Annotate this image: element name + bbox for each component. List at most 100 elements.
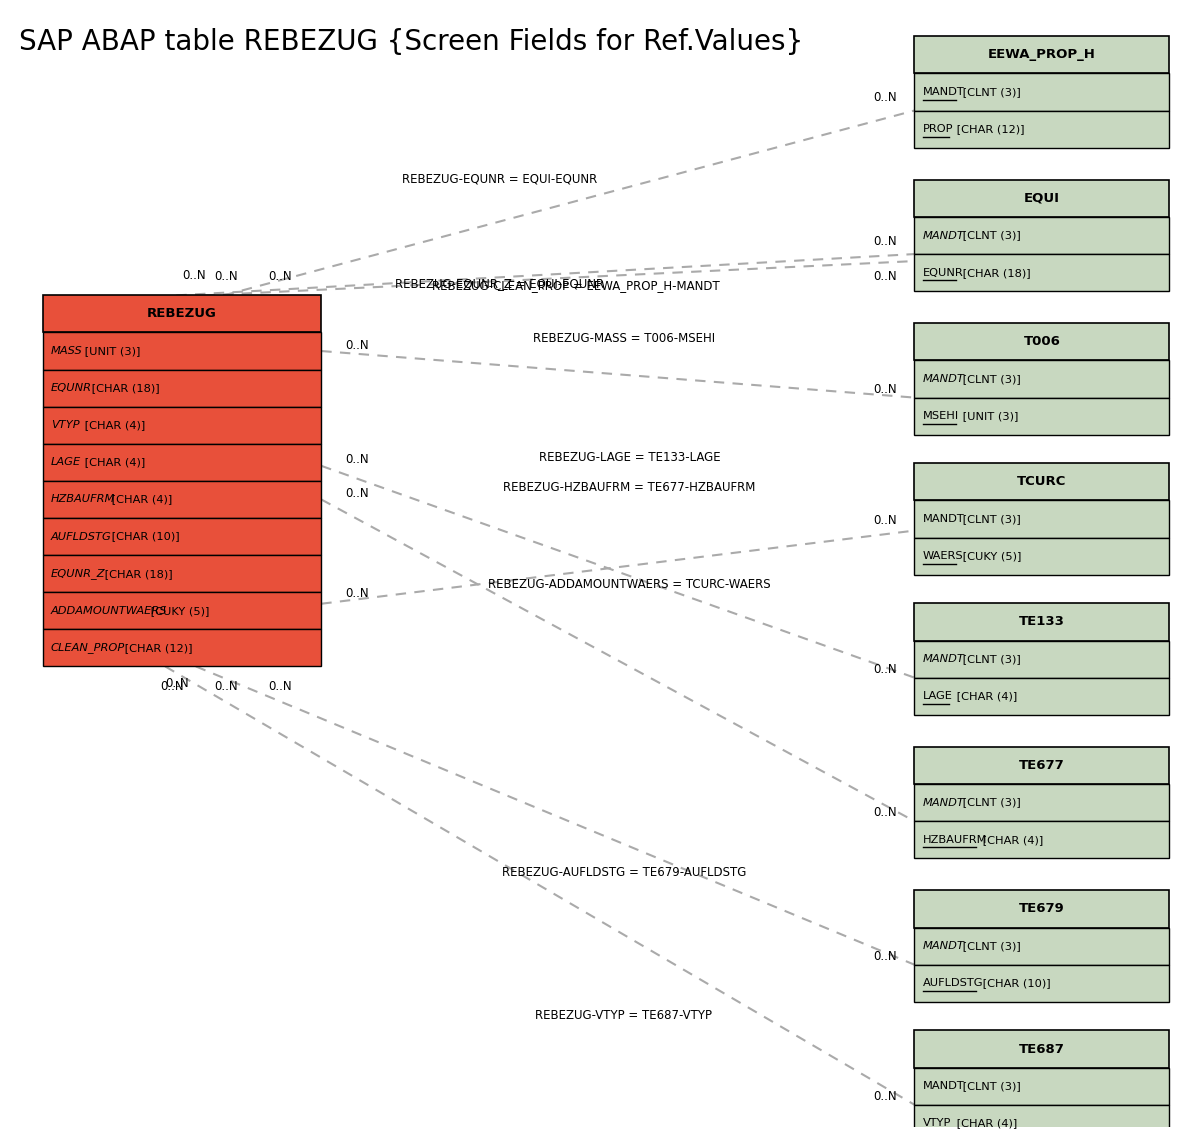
Text: 0..N: 0..N (344, 487, 368, 500)
Bar (914, 179, 1169, 217)
Bar (914, 217, 1169, 254)
Bar (914, 360, 1169, 398)
Bar (914, 1068, 1169, 1104)
Text: [UNIT (3)]: [UNIT (3)] (80, 346, 140, 356)
Bar (914, 324, 1169, 360)
Text: REBEZUG-VTYP = TE687-VTYP: REBEZUG-VTYP = TE687-VTYP (535, 1009, 713, 1022)
Text: MSEHI: MSEHI (923, 411, 959, 421)
Bar (914, 74, 1169, 110)
Text: WAERS: WAERS (923, 551, 964, 561)
Text: TE677: TE677 (1019, 759, 1064, 772)
Text: [CHAR (10)]: [CHAR (10)] (108, 532, 179, 542)
Text: MANDT: MANDT (923, 797, 965, 808)
Bar (914, 254, 1169, 291)
Text: [CHAR (12)]: [CHAR (12)] (953, 124, 1025, 134)
Bar (42, 333, 322, 369)
Text: 0..N: 0..N (215, 270, 238, 283)
Text: [CLNT (3)]: [CLNT (3)] (959, 941, 1021, 951)
Text: MANDT: MANDT (923, 941, 965, 951)
Text: REBEZUG-AUFLDSTG = TE679-AUFLDSTG: REBEZUG-AUFLDSTG = TE679-AUFLDSTG (502, 866, 746, 878)
Text: [CLNT (3)]: [CLNT (3)] (959, 87, 1021, 97)
Text: VTYP: VTYP (50, 420, 79, 431)
Text: [CHAR (4)]: [CHAR (4)] (108, 494, 172, 504)
Text: LAGE: LAGE (50, 458, 82, 467)
Text: [CLNT (3)]: [CLNT (3)] (959, 515, 1021, 524)
Text: [CLNT (3)]: [CLNT (3)] (959, 654, 1021, 665)
Bar (914, 1104, 1169, 1136)
Text: EQUNR: EQUNR (50, 383, 92, 393)
Text: CLEAN_PROP: CLEAN_PROP (50, 643, 125, 653)
Text: [UNIT (3)]: [UNIT (3)] (959, 411, 1019, 421)
Text: 0..N: 0..N (872, 662, 896, 676)
Bar (42, 481, 322, 518)
Bar (42, 592, 322, 629)
Text: 0..N: 0..N (872, 270, 896, 283)
Text: PROP: PROP (923, 124, 953, 134)
Text: 0..N: 0..N (268, 270, 292, 283)
Text: [CHAR (4)]: [CHAR (4)] (979, 835, 1044, 845)
Text: 0..N: 0..N (872, 92, 896, 105)
Text: [CHAR (18)]: [CHAR (18)] (959, 268, 1031, 277)
Text: TE133: TE133 (1019, 616, 1064, 628)
Text: MANDT: MANDT (923, 1081, 965, 1091)
Text: [CHAR (12)]: [CHAR (12)] (121, 643, 192, 653)
Bar (914, 964, 1169, 1002)
Text: 0..N: 0..N (344, 339, 368, 352)
Text: SAP ABAP table REBEZUG {Screen Fields for Ref.Values}: SAP ABAP table REBEZUG {Screen Fields fo… (19, 28, 803, 56)
Text: [CLNT (3)]: [CLNT (3)] (959, 797, 1021, 808)
Text: REBEZUG-MASS = T006-MSEHI: REBEZUG-MASS = T006-MSEHI (533, 333, 715, 345)
Text: 0..N: 0..N (344, 587, 368, 600)
Text: REBEZUG-ADDAMOUNTWAERS = TCURC-WAERS: REBEZUG-ADDAMOUNTWAERS = TCURC-WAERS (488, 578, 770, 591)
Text: [CHAR (4)]: [CHAR (4)] (80, 458, 145, 467)
Text: EQUNR_Z: EQUNR_Z (50, 568, 106, 579)
Bar (914, 1030, 1169, 1068)
Text: EEWA_PROP_H: EEWA_PROP_H (988, 49, 1096, 61)
Text: ADDAMOUNTWAERS: ADDAMOUNTWAERS (50, 605, 167, 616)
Text: [CUKY (5)]: [CUKY (5)] (959, 551, 1021, 561)
Text: 0..N: 0..N (872, 235, 896, 248)
Bar (914, 927, 1169, 964)
Bar (42, 556, 322, 592)
Text: [CLNT (3)]: [CLNT (3)] (959, 1081, 1021, 1091)
Bar (914, 641, 1169, 677)
Bar (42, 629, 322, 667)
Text: [CHAR (18)]: [CHAR (18)] (101, 569, 173, 578)
Text: EQUI: EQUI (1024, 192, 1060, 204)
Bar (914, 110, 1169, 148)
Text: [CLNT (3)]: [CLNT (3)] (959, 374, 1021, 384)
Text: AUFLDSTG: AUFLDSTG (50, 532, 112, 542)
Bar (914, 36, 1169, 74)
Bar (42, 518, 322, 556)
Text: VTYP: VTYP (923, 1118, 950, 1128)
Text: 0..N: 0..N (215, 679, 238, 693)
Text: TE679: TE679 (1019, 902, 1064, 916)
Bar (914, 501, 1169, 537)
Text: 0..N: 0..N (872, 383, 896, 395)
Text: T006: T006 (1024, 335, 1061, 349)
Text: REBEZUG-EQUNR = EQUI-EQUNR: REBEZUG-EQUNR = EQUI-EQUNR (402, 173, 596, 185)
Text: MANDT: MANDT (923, 374, 965, 384)
Text: REBEZUG-LAGE = TE133-LAGE: REBEZUG-LAGE = TE133-LAGE (539, 451, 720, 463)
Bar (42, 295, 322, 333)
Text: [CUKY (5)]: [CUKY (5)] (148, 605, 210, 616)
Text: 0..N: 0..N (344, 453, 368, 466)
Text: 0..N: 0..N (161, 679, 184, 693)
Bar (914, 821, 1169, 858)
Text: [CHAR (18)]: [CHAR (18)] (88, 383, 160, 393)
Text: [CHAR (10)]: [CHAR (10)] (979, 978, 1051, 988)
Text: 0..N: 0..N (872, 1089, 896, 1103)
Text: 0..N: 0..N (872, 807, 896, 819)
Bar (914, 747, 1169, 784)
Text: TE687: TE687 (1019, 1043, 1064, 1055)
Bar (42, 407, 322, 444)
Text: REBEZUG-CLEAN_PROP = EEWA_PROP_H-MANDT: REBEZUG-CLEAN_PROP = EEWA_PROP_H-MANDT (432, 278, 720, 292)
Text: HZBAUFRM: HZBAUFRM (50, 494, 115, 504)
Bar (914, 537, 1169, 575)
Text: 0..N: 0..N (166, 677, 188, 691)
Text: LAGE: LAGE (923, 691, 953, 701)
Bar (914, 784, 1169, 821)
Text: [CLNT (3)]: [CLNT (3)] (959, 231, 1021, 241)
Text: MANDT: MANDT (923, 515, 965, 524)
Text: 0..N: 0..N (872, 950, 896, 962)
Text: MANDT: MANDT (923, 231, 965, 241)
